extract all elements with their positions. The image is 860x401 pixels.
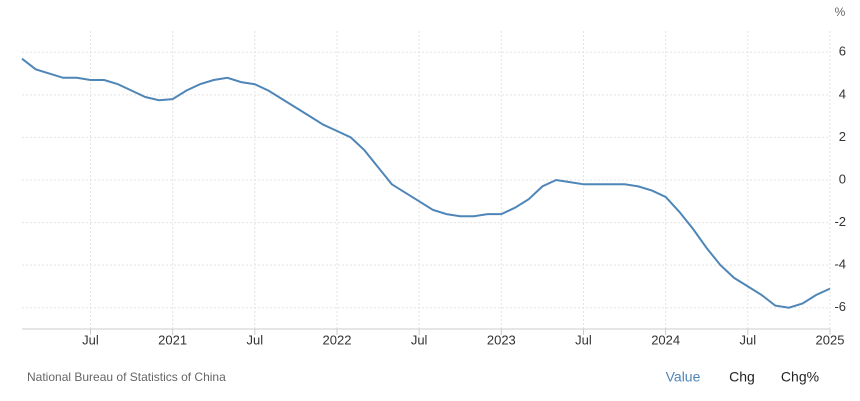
- data-line: [21, 57, 831, 309]
- x-tick-label: 2025: [816, 332, 845, 347]
- source: National Bureau of Statistics of China: [27, 370, 226, 384]
- x-tick-label: Jul: [575, 332, 592, 347]
- y-tick-label: -6: [834, 299, 846, 314]
- unit-label: %: [835, 5, 846, 19]
- tab[interactable]: Chg: [729, 369, 755, 385]
- x-tick-label: 2023: [487, 332, 516, 347]
- x-tick-label: 2021: [158, 332, 187, 347]
- x-tick-label: Jul: [411, 332, 428, 347]
- y-tick-label: -4: [834, 257, 846, 272]
- x-tick-label: Jul: [82, 332, 99, 347]
- x-tick-label: Jul: [740, 332, 757, 347]
- y-tick-label: 2: [839, 129, 846, 144]
- y-tick-label: 0: [839, 171, 846, 186]
- x-tick-label: 2024: [651, 332, 680, 347]
- y-tick-label: -2: [834, 214, 846, 229]
- x-tick-label: 2022: [323, 332, 352, 347]
- y-tick-label: 6: [839, 44, 846, 59]
- x-tick-label: Jul: [247, 332, 264, 347]
- y-tick-label: 4: [839, 86, 846, 101]
- tab[interactable]: Chg%: [781, 369, 819, 385]
- tab[interactable]: Value: [666, 369, 701, 385]
